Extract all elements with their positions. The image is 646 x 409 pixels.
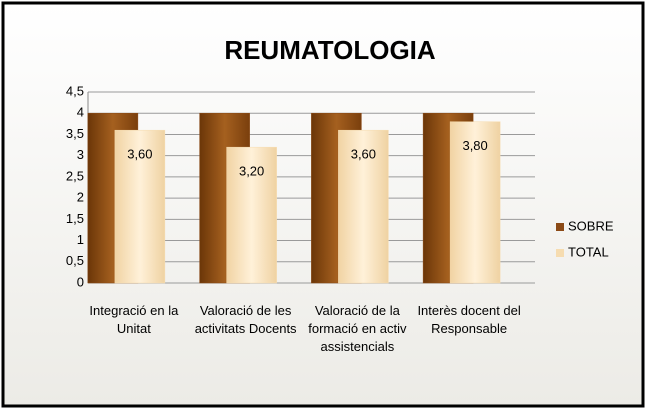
bar [114, 129, 166, 284]
y-tick-label: 3,5 [66, 126, 84, 141]
y-tick-label: 3 [77, 147, 84, 162]
legend-swatch [556, 249, 564, 257]
data-label: 3,20 [239, 164, 264, 179]
legend-swatch [556, 223, 564, 231]
bar [338, 129, 389, 284]
data-label: 3,60 [351, 147, 376, 162]
x-tick-label: Integració en la Unitat [89, 303, 179, 336]
x-tick-label: Interès docent del Responsable [417, 303, 521, 336]
legend-label: TOTAL [568, 244, 609, 259]
y-tick-label: 4 [77, 105, 84, 120]
y-tick-label: 4,5 [66, 83, 84, 98]
bar [449, 121, 501, 284]
y-tick-label: 2 [77, 190, 84, 205]
y-tick-label: 0 [77, 274, 84, 289]
data-label: 3,80 [462, 138, 487, 153]
y-tick-label: 0,5 [66, 253, 84, 268]
y-tick-label: 2,5 [66, 168, 84, 183]
chart-title: REUMATOLOGIA [224, 35, 436, 65]
x-tick-label: Valoració de la formació en activ assist… [308, 303, 407, 354]
y-tick-label: 1 [77, 232, 84, 247]
x-tick-label: Valoració de les activitats Docents [194, 303, 297, 336]
legend-label: SOBRE [568, 218, 614, 233]
data-label: 3,60 [127, 147, 152, 162]
bar [226, 146, 277, 284]
y-tick-label: 1,5 [66, 211, 84, 226]
